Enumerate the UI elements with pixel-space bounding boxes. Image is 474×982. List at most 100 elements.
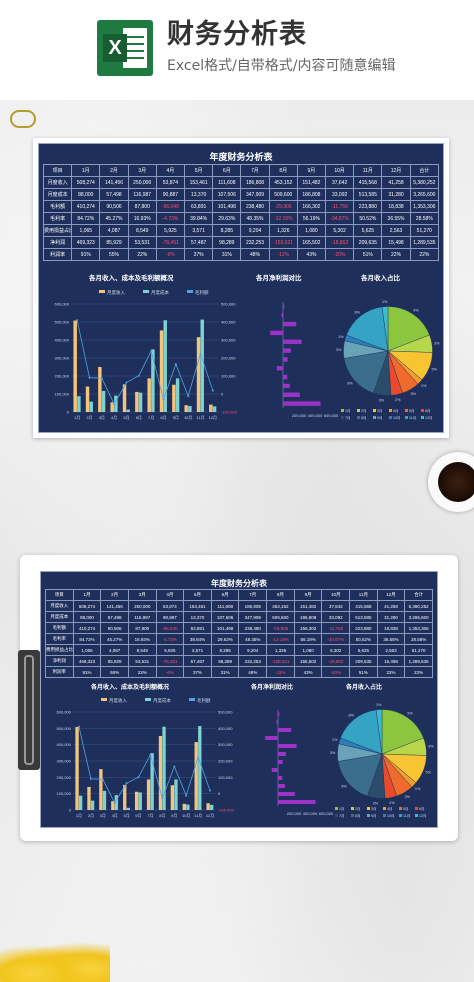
x-tick: 200,000 xyxy=(292,413,307,418)
x-tick: 8月 xyxy=(160,415,166,420)
bar-revenue xyxy=(184,405,188,412)
pie-slice xyxy=(387,306,430,352)
table-header-cell: 3月 xyxy=(127,589,157,601)
table-cell: 232,253 xyxy=(238,655,268,667)
y-right-tick: 300,000 xyxy=(218,742,233,747)
bar-cost xyxy=(174,779,178,810)
pie-value-label: 9% xyxy=(407,712,413,716)
table-cell: 88,000 xyxy=(72,611,102,623)
table-header-cell: 1月 xyxy=(72,589,102,601)
table-row: 利润率 91% 55% 22% -6% 37% 31% 48% -11% 43% -20% 51% 22… xyxy=(42,248,440,261)
pie-legend-swatch xyxy=(415,814,418,817)
table-cell: 513,585 xyxy=(349,611,378,623)
table-cell: 48.35% xyxy=(240,212,270,225)
table-cell: 186,808 xyxy=(238,600,268,612)
table-cell: 509,600 xyxy=(268,188,298,201)
table-cell: 415,568 xyxy=(353,176,383,189)
pie-legend-label: 2月 xyxy=(361,408,367,413)
table-cell: 90,506 xyxy=(100,622,129,634)
table-cell: 101,498 xyxy=(212,200,242,213)
point-gross-profit xyxy=(199,352,202,355)
pie-value-label: 1% xyxy=(332,738,338,742)
table-header-row: 项目 1月 2月 3月 4月 5月 6月 7月 8月 9月 10月 11月 12月 合计 xyxy=(42,164,440,177)
x-tick: 6月 xyxy=(135,813,141,818)
hbar xyxy=(278,752,286,756)
table-cell: 9,204 xyxy=(238,644,268,656)
pie-legend-swatch xyxy=(367,807,370,810)
point-gross-profit xyxy=(113,801,116,804)
table-cell: 166,302 xyxy=(293,622,323,634)
table-cell: 50.52% xyxy=(349,633,378,645)
x-tick: 11月 xyxy=(194,813,202,818)
table-cell: 107,506 xyxy=(210,611,240,623)
table-row: 费用损益占比 1,065 4,087 8,549 5,925 3,571 8,285 9,20… xyxy=(42,224,440,237)
y-right-tick: 0 xyxy=(221,392,224,397)
table-cell: 116,987 xyxy=(127,611,157,623)
table-cell: 469,323 xyxy=(71,236,101,249)
pie-legend-label: 9月 xyxy=(371,813,377,818)
table-cell: 347,909 xyxy=(240,188,270,201)
legend-swatch xyxy=(101,698,107,701)
pie-legend-swatch xyxy=(383,814,386,817)
hbar xyxy=(276,720,278,724)
revenue-cost-bar-chart: 月度收入 月度成本 毛利额 600,000 500,000 400,000 300,000 2… xyxy=(57,697,235,818)
bar-cost xyxy=(150,753,154,810)
table-cell: 22% xyxy=(127,666,157,678)
table-cell: 3,265,600 xyxy=(409,188,440,201)
table-cell: 22% xyxy=(127,248,157,261)
table-cell: 509,600 xyxy=(266,611,295,623)
point-gross-profit xyxy=(187,395,190,398)
table-header-cell: 11月 xyxy=(353,164,383,177)
x-tick: 9月 xyxy=(171,813,177,818)
x-tick: 10月 xyxy=(184,415,192,420)
point-gross-profit xyxy=(209,789,212,792)
table-header-cell: 4月 xyxy=(155,589,185,601)
table-cell: 3,571 xyxy=(184,224,214,237)
point-gross-profit xyxy=(125,381,128,384)
table-row-label: 费用损益占比 xyxy=(45,644,74,656)
pie-legend-label: 1月 xyxy=(339,806,345,811)
table-cell: 55% xyxy=(100,666,129,678)
table-cell: 1,065 xyxy=(72,644,102,656)
table-cell: -11% xyxy=(268,248,298,261)
x-tick: 2月 xyxy=(88,813,94,818)
pie-value-label: 1% xyxy=(382,300,388,304)
bar-revenue xyxy=(194,742,198,810)
table-cell: 5,625 xyxy=(353,224,383,237)
x-tick: 6月 xyxy=(136,415,142,420)
table-cell: 8,549 xyxy=(127,644,157,656)
hbar xyxy=(278,800,316,804)
bar-revenue xyxy=(147,378,151,412)
legend-label: 毛利额 xyxy=(195,289,209,296)
header: X 财务分析表 Excel格式/自带格式/内容可随意编辑 xyxy=(0,0,474,100)
bar-revenue xyxy=(206,803,210,810)
revenue-cost-bar-chart: 月度收入 月度成本 毛利额 600,000 500,000 400,000 300,000 2… xyxy=(55,289,238,420)
table-cell: 5,380,252 xyxy=(409,176,440,189)
legend-swatch xyxy=(143,290,149,293)
x-tick: 200,000 xyxy=(287,811,302,816)
table-row: 月度成本 88,000 57,498 116,987 90,887 13,370 107,5… xyxy=(42,188,440,201)
pie-legend-swatch xyxy=(383,807,386,810)
table-cell: 53,874 xyxy=(155,176,186,189)
revenue-share-pie-chart: 9% 3% 5% 1% 3% 2% 3% 8% 3% 1% 8% 1% 1月 2月 3月 4月 5月 6月 7月 8月… xyxy=(330,703,434,818)
table-row: 净利润 469,323 85,929 53,531 -78,451 57,487 98,28… xyxy=(42,236,440,249)
y-left-tick: 0 xyxy=(69,808,72,813)
x-tick: 7月 xyxy=(148,415,154,420)
legend-label: 月度成本 xyxy=(151,289,169,296)
table-cell: -34.87% xyxy=(321,633,351,645)
bar-cost xyxy=(163,320,167,412)
table-cell: 28.58% xyxy=(404,633,433,645)
x-tick: 600,000 xyxy=(319,811,334,816)
hbar-chart-title: 各月净利润对比 xyxy=(256,275,302,282)
excel-logo-icon: X xyxy=(97,20,153,76)
table-cell: 186,808 xyxy=(296,188,327,201)
finance-table: 项目 1月 2月 3月 4月 5月 6月 7月 8月 9月 10月 11月 12月 合计 月度收入 508,2… xyxy=(45,589,433,678)
bar-cost xyxy=(200,319,204,412)
table-cell: 63,891 xyxy=(184,200,214,213)
table-cell: 84.72% xyxy=(72,633,102,645)
table-cell: 13,370 xyxy=(183,611,212,623)
table-cell: 43% xyxy=(296,248,327,261)
table-cell: 107,506 xyxy=(212,188,242,201)
table-header-cell: 2月 xyxy=(100,589,129,601)
table-cell: 45.27% xyxy=(99,212,129,225)
